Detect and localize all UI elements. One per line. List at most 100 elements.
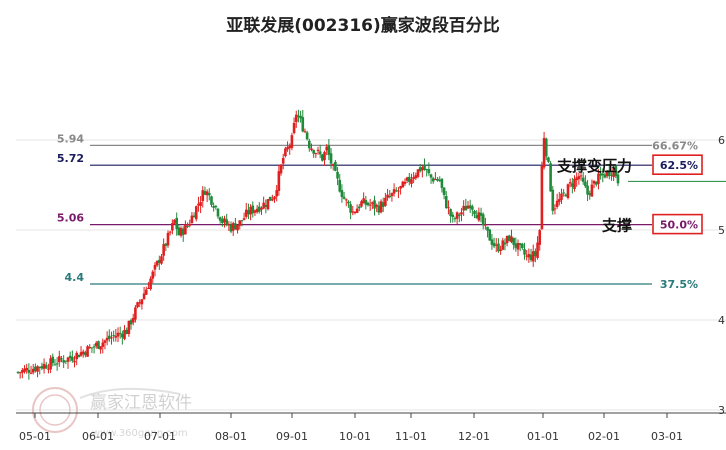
annotation-label: 支撑变压力 xyxy=(556,157,632,175)
candle-body xyxy=(481,214,485,226)
candle-body xyxy=(558,199,561,203)
candle-body xyxy=(288,145,292,149)
candle-body xyxy=(292,122,296,133)
candle-body xyxy=(268,196,272,201)
x-tick-label: 08-01 xyxy=(215,430,247,443)
candle-body xyxy=(162,244,165,256)
candle-body xyxy=(564,194,568,197)
candle-body xyxy=(390,193,394,197)
candle-body xyxy=(40,366,44,369)
candle-body xyxy=(431,178,435,182)
candle-body xyxy=(464,205,468,211)
candle-body xyxy=(523,249,526,255)
level-price-label: 5.94 xyxy=(57,132,84,145)
candle-body xyxy=(412,177,415,180)
candle-body xyxy=(166,232,170,246)
candle-body xyxy=(314,153,318,155)
candle-body xyxy=(151,271,155,279)
axes: 6 5 4 3 05-01 06-01 07-01 08-01 09-01 10-01 11-01 1… xyxy=(16,134,726,443)
candle-body xyxy=(401,181,405,188)
candle-body xyxy=(216,208,220,217)
candle-body xyxy=(410,179,413,184)
candle-body xyxy=(418,167,422,172)
chart-title: 亚联发展(002316)赢家波段百分比 xyxy=(226,15,500,36)
candle-body xyxy=(155,260,159,266)
candle-body xyxy=(436,178,439,181)
candle-body xyxy=(229,224,233,232)
candle-body xyxy=(108,335,111,339)
candle-body xyxy=(331,164,335,166)
candle-body xyxy=(462,205,465,211)
candle-body xyxy=(327,145,331,155)
level-pct-label: 50.0% xyxy=(660,219,698,232)
candle-body xyxy=(444,196,448,209)
watermark-text: 赢家江恩软件 xyxy=(90,393,192,413)
level-pct-label: 37.5% xyxy=(660,278,698,291)
candle-body xyxy=(181,228,185,235)
candle-body xyxy=(86,346,89,357)
candle-body xyxy=(227,224,231,226)
candle-body xyxy=(188,223,192,226)
candle-body xyxy=(342,196,346,199)
candle-body xyxy=(534,251,537,257)
candle-body xyxy=(114,335,118,338)
candle-body xyxy=(58,356,61,363)
candle-body xyxy=(290,135,294,148)
candle-body xyxy=(303,131,307,133)
candle-body xyxy=(134,307,137,320)
candle-body xyxy=(612,167,615,177)
y-tick-label: 6 xyxy=(718,134,725,147)
candle-body xyxy=(381,202,385,207)
candle-body xyxy=(399,186,402,189)
x-tick-label: 09-01 xyxy=(276,430,308,443)
candle-body xyxy=(88,347,92,349)
candle-body xyxy=(103,340,107,343)
candlesticks xyxy=(16,109,620,380)
candle-body xyxy=(451,214,455,217)
candle-body xyxy=(492,243,496,247)
candle-body xyxy=(173,219,176,224)
candle-body xyxy=(251,205,255,214)
candle-body xyxy=(568,182,572,184)
candle-body xyxy=(73,360,76,363)
candle-body xyxy=(51,356,55,364)
candle-body xyxy=(316,149,320,152)
candle-body xyxy=(442,187,446,195)
candle-body xyxy=(453,218,457,220)
candle-body xyxy=(192,215,196,218)
candle-body xyxy=(160,256,163,264)
candle-body xyxy=(38,366,42,368)
candle-body xyxy=(566,184,570,198)
candle-body xyxy=(312,150,315,154)
candle-body xyxy=(255,208,259,213)
candle-body xyxy=(542,137,546,168)
candle-body xyxy=(349,204,352,213)
candle-body xyxy=(529,254,533,261)
candle-body xyxy=(240,220,244,222)
candle-body xyxy=(305,132,309,140)
candle-body xyxy=(384,197,387,206)
candle-body xyxy=(223,218,226,223)
candle-body xyxy=(551,189,555,211)
candle-body xyxy=(603,174,607,178)
level-price-label: 5.72 xyxy=(57,152,84,165)
candle-body xyxy=(294,114,298,123)
candle-body xyxy=(434,179,437,181)
candle-body xyxy=(71,356,74,361)
candle-body xyxy=(338,179,342,192)
x-tick-label: 02-01 xyxy=(588,430,620,443)
candle-body xyxy=(310,148,313,151)
candle-body xyxy=(262,202,265,209)
candle-body xyxy=(421,167,424,171)
candle-body xyxy=(531,251,535,262)
candle-body xyxy=(555,200,559,207)
candle-body xyxy=(55,363,59,365)
candle-body xyxy=(553,208,557,210)
candle-body xyxy=(260,208,263,210)
candle-body xyxy=(592,180,596,184)
candle-body xyxy=(449,209,452,217)
candle-body xyxy=(414,175,418,179)
candle-body xyxy=(597,173,600,184)
candle-body xyxy=(358,206,361,209)
level-pct-box xyxy=(652,213,703,235)
